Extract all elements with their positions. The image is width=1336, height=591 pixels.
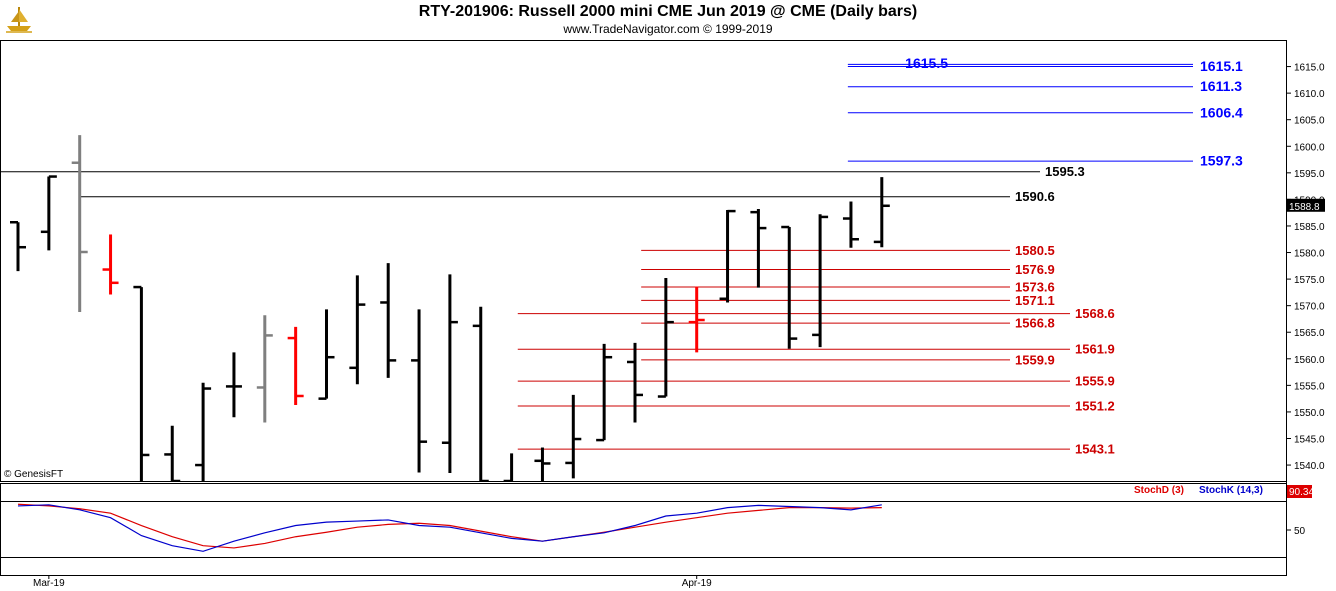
stoch-pane-frame xyxy=(0,483,1287,576)
y-tick-label: 1560.0 xyxy=(1294,355,1325,366)
stoch-y-tick-label: 50 xyxy=(1294,526,1306,537)
ohlc-bar xyxy=(596,343,613,442)
level-label: 1573.6 xyxy=(1015,280,1055,295)
ohlc-bar xyxy=(472,306,489,481)
ohlc-bar xyxy=(781,225,798,349)
chart-title: RTY-201906: Russell 2000 mini CME Jun 20… xyxy=(418,3,918,20)
stoch-series-line xyxy=(17,504,882,552)
ship-logo-icon xyxy=(6,7,32,33)
ohlc-bar xyxy=(750,208,767,288)
y-tick-label: 1570.0 xyxy=(1294,302,1325,313)
ohlc-bar xyxy=(71,135,88,313)
ohlc-bar xyxy=(842,201,859,248)
level-label: 1590.6 xyxy=(1015,189,1055,204)
stoch-value-tag xyxy=(1287,485,1312,498)
ohlc-bar xyxy=(503,453,514,481)
y-tick-label: 1555.0 xyxy=(1294,381,1325,392)
y-tick-label: 1545.0 xyxy=(1294,434,1325,445)
levels-group xyxy=(0,63,1193,450)
level-label: 1571.1 xyxy=(1015,293,1055,308)
stoch-legend-item: StochK (14,3) xyxy=(1199,485,1263,496)
bars-group xyxy=(10,135,890,481)
ohlc-bar xyxy=(10,220,26,272)
stoch-series-line xyxy=(17,503,882,549)
ohlc-bar xyxy=(873,177,890,248)
y-tick-label: 1575.0 xyxy=(1294,275,1325,286)
y-tick-label: 1595.0 xyxy=(1294,169,1325,180)
ohlc-bar xyxy=(102,234,119,295)
copyright-label: © GenesisFT xyxy=(4,469,64,480)
ohlc-bar xyxy=(133,285,150,481)
ohlc-bar xyxy=(411,309,428,473)
level-label: 1568.6 xyxy=(1075,306,1115,321)
ohlc-bar xyxy=(812,214,829,348)
level-label: 1580.5 xyxy=(1015,243,1055,258)
chart-subtitle: www.TradeNavigator.com © 1999-2019 xyxy=(563,22,773,36)
level-label: 1543.1 xyxy=(1075,442,1115,457)
ohlc-bar xyxy=(719,209,736,303)
x-tick-label: Apr-19 xyxy=(682,578,712,589)
stoch-legend-item: StochD (3) xyxy=(1134,485,1184,496)
ohlc-bar xyxy=(287,326,304,406)
level-label: 1559.9 xyxy=(1015,352,1055,367)
ohlc-bar xyxy=(349,275,366,385)
y-tick-label: 1615.0 xyxy=(1294,63,1325,74)
level-label: 1595.3 xyxy=(1045,164,1085,179)
price-pane-frame xyxy=(0,40,1287,482)
ohlc-bar xyxy=(688,286,705,353)
level-label: 1561.9 xyxy=(1075,342,1115,357)
ohlc-bar xyxy=(534,447,551,481)
level-label: 1615.1 xyxy=(1200,58,1243,74)
y-tick-label: 1605.0 xyxy=(1294,116,1325,127)
last-price-tag xyxy=(1287,198,1325,212)
ohlc-bar xyxy=(225,352,242,418)
ohlc-bar xyxy=(441,274,458,474)
y-tick-label: 1610.0 xyxy=(1294,89,1325,100)
level-label: 1606.4 xyxy=(1200,104,1243,120)
level-label: 1611.3 xyxy=(1200,78,1242,94)
ohlc-bar xyxy=(565,394,582,479)
level-label: 1566.8 xyxy=(1015,316,1055,331)
y-tick-label: 1565.0 xyxy=(1294,328,1325,339)
y-tick-label: 1585.0 xyxy=(1294,222,1325,233)
x-tick-label: Mar-19 xyxy=(33,578,65,589)
ohlc-bar xyxy=(657,278,674,398)
level-label: 1551.2 xyxy=(1075,399,1115,414)
ohlc-bar xyxy=(380,263,397,378)
ohlc-bar xyxy=(318,309,335,400)
level-label: 1576.9 xyxy=(1015,262,1055,277)
ohlc-bar xyxy=(164,425,181,481)
level-label: 1597.3 xyxy=(1200,153,1243,169)
y-tick-label: 1550.0 xyxy=(1294,408,1325,419)
stoch-value-label: 90.34 xyxy=(1289,487,1314,498)
y-tick-label: 1540.0 xyxy=(1294,461,1325,472)
last-price-label: 1588.8 xyxy=(1289,202,1320,213)
ohlc-bar xyxy=(40,175,57,251)
ohlc-bar xyxy=(195,382,212,481)
y-tick-label: 1580.0 xyxy=(1294,249,1325,260)
ohlc-bar xyxy=(627,342,643,423)
y-tick-label: 1600.0 xyxy=(1294,142,1325,153)
level-label: 1555.9 xyxy=(1075,374,1115,389)
ohlc-bar xyxy=(256,315,273,423)
level-label: 1615.5 xyxy=(905,55,948,71)
